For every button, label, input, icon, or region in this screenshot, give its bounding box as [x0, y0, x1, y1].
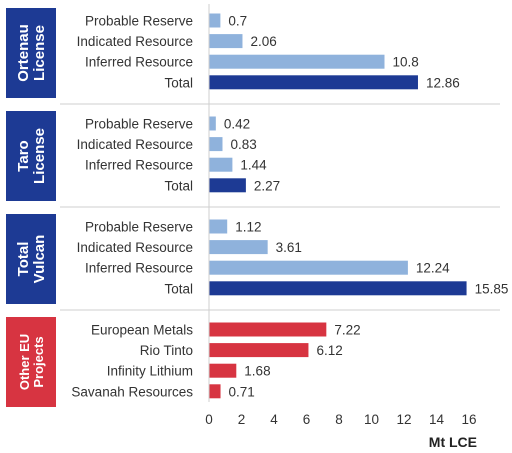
category-label: Total [164, 178, 193, 193]
value-label: 7.22 [334, 323, 360, 338]
x-tick-label: 4 [270, 412, 278, 427]
bar [209, 137, 223, 152]
group-label-line: Total [15, 242, 32, 277]
bar [209, 363, 237, 378]
value-label: 10.8 [393, 55, 419, 70]
category-label: Rio Tinto [140, 343, 193, 358]
bar [209, 34, 243, 49]
category-label: Probable Reserve [85, 117, 193, 132]
category-label: Total [164, 281, 193, 296]
value-label: 2.06 [250, 34, 276, 49]
group-label-line: Ortenau [15, 24, 32, 82]
category-label: Infinity Lithium [107, 364, 193, 379]
x-tick-label: 12 [396, 412, 411, 427]
bar [209, 75, 418, 90]
value-label: 6.12 [316, 343, 342, 358]
group-label: TotalVulcan [15, 235, 48, 284]
group-label-line: Vulcan [31, 235, 48, 284]
value-label: 3.61 [276, 240, 302, 255]
bar [209, 157, 233, 172]
bar [209, 240, 268, 255]
bar [209, 322, 327, 337]
value-label: 0.83 [230, 137, 256, 152]
bar [209, 178, 246, 193]
x-tick-label: 0 [205, 412, 213, 427]
category-label: Indicated Resource [77, 240, 193, 255]
group-label-box [6, 317, 56, 407]
group-label-box [6, 214, 56, 304]
group-label-line: Taro [15, 140, 32, 171]
category-label: Inferred Resource [85, 158, 193, 173]
category-label: Inferred Resource [85, 261, 193, 276]
bar [209, 260, 408, 275]
bar [209, 281, 467, 296]
bar [209, 13, 221, 28]
group-label: OrtenauLicense [15, 24, 48, 82]
group-label: Other EUProjects [17, 334, 46, 390]
x-axis-label: Mt LCE [429, 434, 477, 450]
bar [209, 384, 221, 399]
category-label: Total [164, 75, 193, 90]
group-label-line: License [31, 128, 48, 184]
group-label-box [6, 8, 56, 98]
x-tick-label: 6 [303, 412, 311, 427]
category-label: Probable Reserve [85, 14, 193, 29]
group-label-line: Projects [31, 336, 46, 387]
x-tick-label: 14 [429, 412, 445, 427]
x-tick-label: 2 [238, 412, 246, 427]
category-label: Savanah Resources [71, 384, 193, 399]
value-label: 1.68 [244, 364, 270, 379]
value-label: 12.86 [426, 75, 460, 90]
value-label: 1.44 [240, 158, 267, 173]
value-label: 15.85 [475, 281, 509, 296]
group-label: TaroLicense [15, 128, 48, 184]
category-label: European Metals [91, 323, 193, 338]
category-label: Indicated Resource [77, 34, 193, 49]
value-label: 0.7 [228, 14, 247, 29]
value-label: 1.12 [235, 220, 261, 235]
category-label: Probable Reserve [85, 220, 193, 235]
bar [209, 343, 309, 358]
bar [209, 116, 216, 131]
x-tick-label: 16 [461, 412, 476, 427]
bar [209, 219, 228, 234]
bar [209, 54, 385, 69]
category-label: Inferred Resource [85, 55, 193, 70]
x-tick-label: 10 [364, 412, 379, 427]
category-label: Indicated Resource [77, 137, 193, 152]
group-label-box [6, 111, 56, 201]
value-label: 0.42 [224, 117, 250, 132]
value-label: 2.27 [254, 178, 280, 193]
value-label: 12.24 [416, 261, 450, 276]
group-label-line: Other EU [17, 334, 32, 390]
group-label-line: License [31, 25, 48, 81]
x-tick-label: 8 [335, 412, 343, 427]
value-label: 0.71 [229, 384, 255, 399]
